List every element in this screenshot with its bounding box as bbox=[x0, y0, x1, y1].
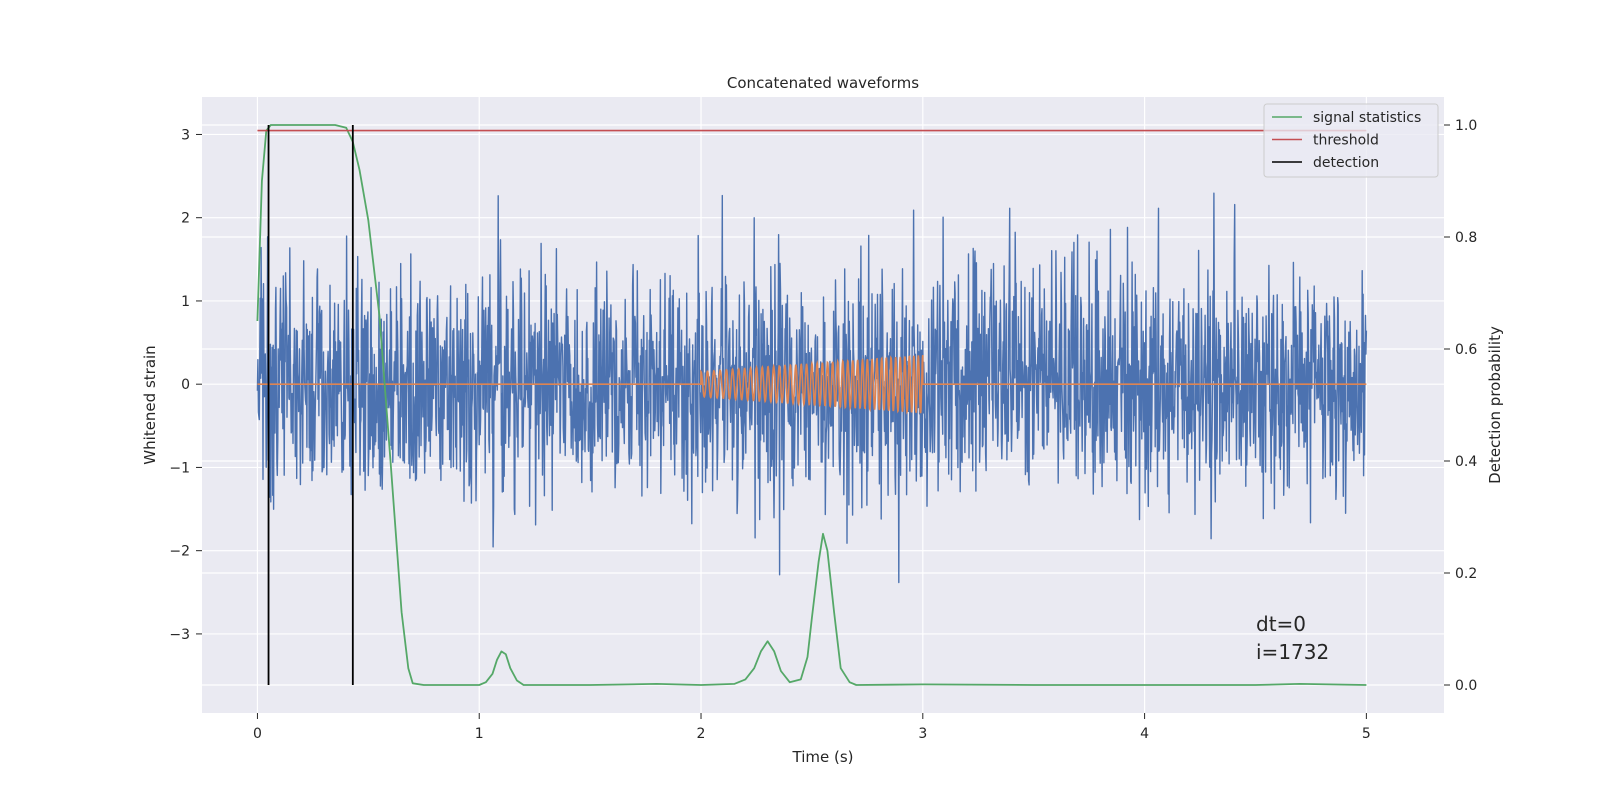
strain-line bbox=[256, 192, 1368, 584]
y-left-tick-label: 1 bbox=[181, 294, 190, 310]
y-axis-right-label: Detection probability bbox=[1486, 326, 1504, 484]
annotation-index: i=1732 bbox=[1256, 640, 1329, 664]
x-tick-label: 2 bbox=[697, 726, 706, 742]
detection-series bbox=[267, 125, 354, 685]
y-left-tick-label: 2 bbox=[181, 211, 190, 227]
y-right-tick-label: 0.6 bbox=[1455, 342, 1477, 358]
legend-label-threshold: threshold bbox=[1313, 133, 1379, 149]
strain-series bbox=[256, 192, 1368, 584]
y-left-tick-label: −3 bbox=[169, 627, 190, 643]
template-series bbox=[257, 354, 1367, 415]
x-tick-label: 5 bbox=[1362, 726, 1371, 742]
y-left-tick-label: 3 bbox=[181, 127, 190, 143]
y-right-tick-label: 0.2 bbox=[1455, 566, 1477, 582]
template-line bbox=[257, 354, 1367, 415]
axis-ticks: 0 1 2 3 4 5 −3 −2 −1 0 1 2 3 0.0 0.2 0.4 0.6 0.8 1.0 bbox=[169, 118, 1477, 742]
x-tick-label: 4 bbox=[1140, 726, 1149, 742]
y-right-tick-label: 0.8 bbox=[1455, 230, 1477, 246]
y-left-tick-label: −1 bbox=[169, 460, 190, 476]
signal-statistics-series bbox=[256, 124, 1367, 686]
chart-title: Concatenated waveforms bbox=[727, 74, 919, 92]
legend-box bbox=[1263, 103, 1439, 178]
y-left-tick-label: −2 bbox=[169, 544, 190, 560]
signal-statistics-line bbox=[256, 124, 1367, 686]
grid bbox=[202, 97, 1444, 713]
legend: signal statistics threshold detection bbox=[1263, 103, 1439, 178]
legend-label-signal-statistics: signal statistics bbox=[1313, 110, 1421, 126]
y-left-tick-label: 0 bbox=[181, 377, 190, 393]
x-axis-label: Time (s) bbox=[792, 748, 854, 766]
legend-label-detection: detection bbox=[1313, 155, 1379, 171]
annotation-dt: dt=0 bbox=[1256, 612, 1306, 636]
y-right-tick-label: 1.0 bbox=[1455, 118, 1477, 134]
x-tick-label: 1 bbox=[475, 726, 484, 742]
y-axis-left-label: Whitened strain bbox=[141, 345, 159, 464]
x-tick-label: 0 bbox=[253, 726, 262, 742]
x-tick-label: 3 bbox=[918, 726, 927, 742]
y-right-tick-label: 0.0 bbox=[1455, 678, 1477, 694]
y-right-tick-label: 0.4 bbox=[1455, 454, 1477, 470]
